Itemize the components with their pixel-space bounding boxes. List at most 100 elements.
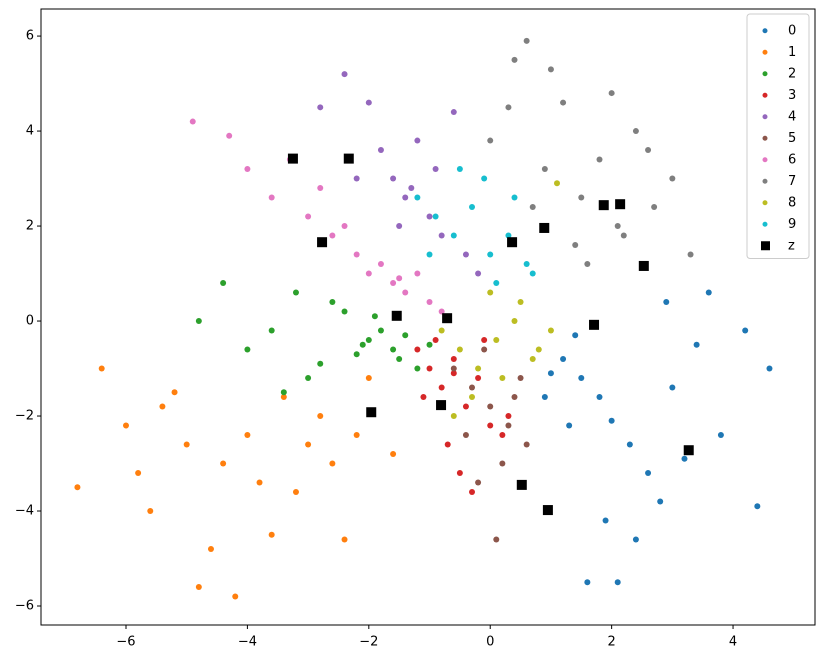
point bbox=[426, 213, 433, 220]
point bbox=[469, 384, 476, 391]
legend-marker bbox=[761, 241, 770, 251]
point bbox=[487, 289, 494, 296]
point bbox=[547, 327, 554, 334]
point bbox=[626, 441, 633, 448]
point bbox=[614, 579, 621, 586]
legend-marker bbox=[762, 114, 768, 120]
point bbox=[359, 341, 366, 348]
point bbox=[469, 394, 476, 401]
x-tick-label: −6 bbox=[116, 635, 135, 650]
point bbox=[341, 223, 348, 230]
point bbox=[620, 232, 627, 239]
point bbox=[456, 346, 463, 353]
point bbox=[596, 156, 603, 163]
point bbox=[305, 441, 312, 448]
point bbox=[572, 332, 579, 339]
point bbox=[195, 584, 202, 591]
point bbox=[329, 299, 336, 306]
legend-label: 5 bbox=[788, 131, 796, 146]
x-tick-label: 2 bbox=[607, 635, 615, 650]
point bbox=[256, 479, 263, 486]
point bbox=[396, 356, 403, 363]
point bbox=[645, 470, 652, 477]
point bbox=[122, 422, 129, 429]
x-tick-label: −4 bbox=[238, 635, 257, 650]
point bbox=[450, 370, 457, 377]
point bbox=[268, 194, 275, 201]
point bbox=[353, 351, 360, 358]
point bbox=[511, 56, 518, 63]
point bbox=[438, 327, 445, 334]
point bbox=[292, 489, 299, 496]
point bbox=[505, 104, 512, 111]
y-tick-label: 0 bbox=[26, 314, 34, 329]
point bbox=[499, 460, 506, 467]
point bbox=[541, 394, 548, 401]
y-tick-label: 4 bbox=[26, 124, 34, 139]
point bbox=[523, 261, 530, 268]
point bbox=[717, 432, 724, 439]
point bbox=[402, 194, 409, 201]
point bbox=[414, 365, 421, 372]
z-point bbox=[287, 153, 298, 164]
point bbox=[390, 451, 397, 458]
point bbox=[511, 318, 518, 325]
point bbox=[147, 508, 154, 515]
point bbox=[365, 270, 372, 277]
point bbox=[396, 275, 403, 282]
point bbox=[608, 90, 615, 97]
point bbox=[226, 132, 233, 139]
y-tick-label: 2 bbox=[26, 219, 34, 234]
point bbox=[183, 441, 190, 448]
point bbox=[450, 356, 457, 363]
point bbox=[754, 503, 761, 510]
x-tick-label: −2 bbox=[359, 635, 378, 650]
legend-label: 3 bbox=[788, 88, 796, 103]
point bbox=[669, 384, 676, 391]
y-tick-label: −4 bbox=[15, 504, 34, 519]
point bbox=[280, 389, 287, 396]
point bbox=[523, 441, 530, 448]
legend-marker bbox=[762, 135, 768, 141]
point bbox=[584, 579, 591, 586]
point bbox=[742, 327, 749, 334]
point bbox=[766, 365, 773, 372]
x-tick-label: 0 bbox=[486, 635, 494, 650]
point bbox=[402, 289, 409, 296]
point bbox=[517, 375, 524, 382]
point bbox=[493, 536, 500, 543]
point bbox=[402, 332, 409, 339]
point bbox=[329, 460, 336, 467]
z-point bbox=[442, 313, 453, 324]
point bbox=[390, 175, 397, 182]
point bbox=[365, 337, 372, 344]
point bbox=[432, 337, 439, 344]
point bbox=[511, 394, 518, 401]
point bbox=[365, 375, 372, 382]
z-point bbox=[683, 445, 694, 456]
point bbox=[529, 356, 536, 363]
point bbox=[341, 71, 348, 78]
legend-label: 2 bbox=[788, 66, 796, 81]
point bbox=[456, 470, 463, 477]
point bbox=[547, 66, 554, 73]
z-point bbox=[598, 200, 609, 211]
point bbox=[220, 280, 227, 287]
point bbox=[505, 413, 512, 420]
point bbox=[353, 432, 360, 439]
point bbox=[426, 341, 433, 348]
point bbox=[693, 341, 700, 348]
point bbox=[414, 137, 421, 144]
point bbox=[450, 232, 457, 239]
point bbox=[377, 327, 384, 334]
point bbox=[280, 394, 287, 401]
point bbox=[487, 137, 494, 144]
point bbox=[317, 185, 324, 192]
point bbox=[584, 261, 591, 268]
legend-box bbox=[746, 13, 810, 259]
point bbox=[499, 432, 506, 439]
z-point bbox=[542, 505, 553, 516]
point bbox=[268, 531, 275, 538]
legend-label: 8 bbox=[788, 195, 796, 210]
